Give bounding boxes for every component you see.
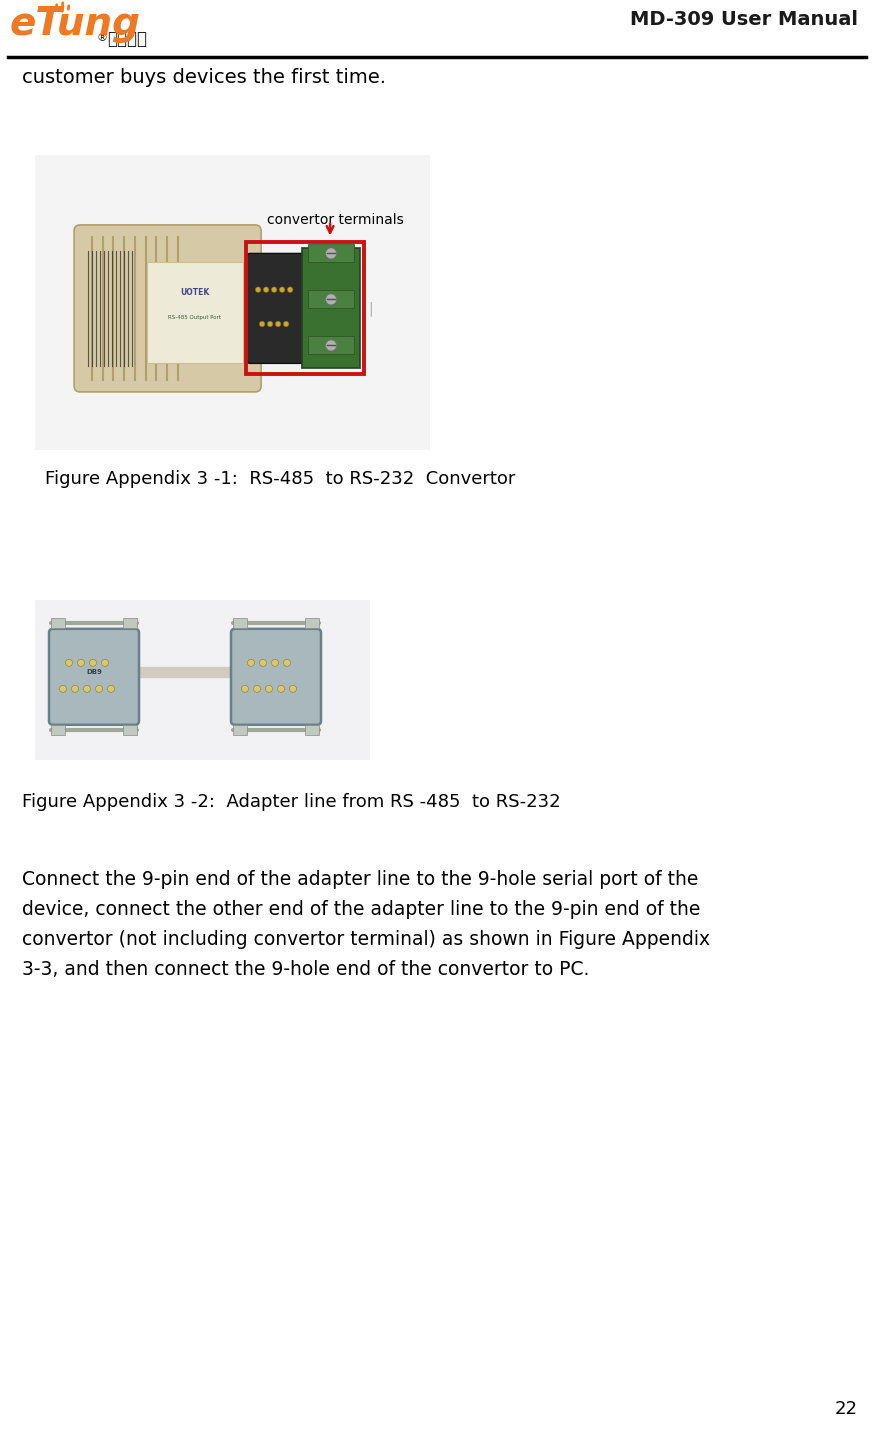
Text: UOTEK: UOTEK	[180, 287, 209, 297]
Bar	[233, 725, 247, 735]
Circle shape	[101, 659, 108, 666]
Text: convertor terminals: convertor terminals	[267, 213, 403, 227]
Circle shape	[260, 659, 267, 666]
Text: |: |	[369, 302, 373, 316]
Circle shape	[326, 294, 336, 304]
Circle shape	[255, 287, 260, 293]
Circle shape	[326, 247, 336, 259]
Bar	[246, 243, 364, 374]
Circle shape	[260, 322, 265, 327]
Circle shape	[283, 322, 289, 327]
Circle shape	[266, 686, 273, 692]
FancyBboxPatch shape	[74, 224, 261, 392]
Circle shape	[279, 287, 285, 293]
Bar	[147, 262, 243, 363]
Bar	[305, 725, 319, 735]
Bar	[233, 617, 247, 627]
Circle shape	[287, 287, 293, 293]
Circle shape	[275, 322, 281, 327]
Circle shape	[65, 659, 72, 666]
Text: customer buys devices the first time.: customer buys devices the first time.	[22, 69, 386, 87]
Text: convertor (not including convertor terminal) as shown in Figure Appendix: convertor (not including convertor termi…	[22, 930, 710, 949]
Bar	[308, 290, 354, 309]
Circle shape	[326, 340, 336, 352]
Bar	[308, 336, 354, 354]
Text: 22: 22	[835, 1400, 858, 1418]
Text: 馿唐科技: 馿唐科技	[107, 30, 147, 49]
Circle shape	[60, 686, 67, 692]
Text: DB9: DB9	[86, 669, 102, 674]
Text: Figure Appendix 3 -2:  Adapter line from RS ‑485  to RS‑232: Figure Appendix 3 -2: Adapter line from …	[22, 793, 561, 812]
Bar	[302, 249, 360, 369]
Bar	[123, 725, 137, 735]
Bar	[305, 617, 319, 627]
Circle shape	[247, 659, 254, 666]
Bar	[35, 154, 430, 450]
Text: MD-309 User Manual: MD-309 User Manual	[630, 10, 858, 29]
Text: ®: ®	[97, 33, 108, 43]
Circle shape	[77, 659, 84, 666]
Text: 3-3, and then connect the 9-hole end of the convertor to PC.: 3-3, and then connect the 9-hole end of …	[22, 960, 590, 979]
Circle shape	[268, 322, 273, 327]
Circle shape	[277, 686, 284, 692]
Circle shape	[271, 287, 277, 293]
Text: device, connect the other end of the adapter line to the 9-pin end of the: device, connect the other end of the ada…	[22, 900, 700, 919]
Circle shape	[90, 659, 97, 666]
Circle shape	[290, 686, 297, 692]
Text: RS-485 Output Port: RS-485 Output Port	[168, 314, 221, 320]
Circle shape	[84, 686, 91, 692]
FancyBboxPatch shape	[247, 253, 305, 363]
Circle shape	[272, 659, 278, 666]
Text: Connect the 9-pin end of the adapter line to the 9-hole serial port of the: Connect the 9-pin end of the adapter lin…	[22, 870, 699, 889]
Text: eTung: eTung	[10, 4, 141, 43]
Bar	[51, 725, 65, 735]
Bar	[123, 617, 137, 627]
Circle shape	[263, 287, 269, 293]
Bar	[51, 617, 65, 627]
Bar	[308, 244, 354, 263]
Text: Figure Appendix 3 -1:  RS‑485  to RS‑232  Convertor: Figure Appendix 3 -1: RS‑485 to RS‑232 C…	[45, 470, 516, 487]
Bar	[35, 600, 370, 760]
Circle shape	[71, 686, 78, 692]
Circle shape	[241, 686, 248, 692]
FancyBboxPatch shape	[49, 629, 139, 725]
FancyBboxPatch shape	[231, 629, 321, 725]
Circle shape	[96, 686, 102, 692]
Circle shape	[107, 686, 114, 692]
Circle shape	[283, 659, 290, 666]
Circle shape	[253, 686, 260, 692]
